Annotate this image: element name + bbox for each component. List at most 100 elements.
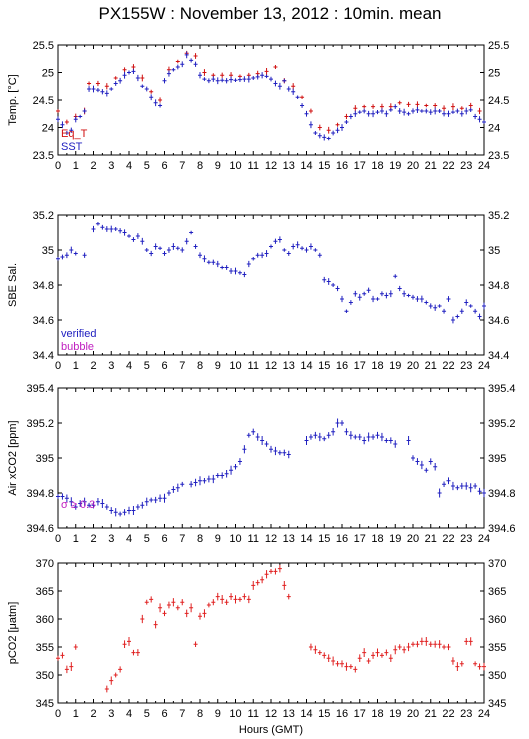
data-point [56, 256, 60, 261]
data-point [175, 246, 180, 251]
data-point [171, 67, 176, 72]
data-point [140, 614, 145, 624]
data-point [331, 130, 336, 136]
data-point [415, 641, 420, 648]
data-point [104, 226, 109, 232]
data-point [109, 225, 114, 233]
data-point [189, 230, 194, 235]
data-point [277, 564, 282, 573]
data-point [473, 483, 478, 489]
data-point [171, 486, 176, 493]
x-tick-label: 12 [265, 360, 277, 372]
plot-frame-2 [57, 214, 485, 356]
data-point [273, 238, 278, 244]
data-point [406, 436, 411, 445]
y-tick-label-right: 360 [488, 614, 506, 626]
data-point [326, 432, 331, 439]
data-point [73, 644, 78, 650]
data-point [388, 654, 393, 662]
y-axis-label-3: Air xCO2 [ppm] [7, 420, 19, 495]
data-point [135, 233, 140, 239]
data-point [140, 74, 145, 82]
x-tick-label: 4 [126, 533, 132, 545]
legend-item: verified [61, 328, 96, 340]
y-tick-label-right: 25 [488, 68, 500, 80]
data-point [375, 110, 380, 115]
data-point [104, 83, 109, 90]
data-point [162, 78, 167, 84]
y-tick-label-right: 355 [488, 642, 506, 654]
data-point [371, 110, 376, 118]
data-point [308, 121, 313, 129]
data-point [127, 70, 131, 75]
data-point [450, 657, 455, 665]
data-point [246, 75, 251, 83]
data-point [282, 580, 287, 590]
data-point [450, 103, 455, 110]
data-point [459, 308, 464, 314]
data-point [437, 304, 442, 308]
data-point [220, 72, 225, 78]
data-point [251, 428, 256, 435]
data-point [428, 458, 433, 465]
data-point [269, 569, 273, 574]
data-point [428, 641, 433, 647]
data-point [215, 77, 220, 85]
data-point [193, 61, 198, 67]
y-tick-label-left: 24 [42, 123, 54, 135]
x-tick-label: 7 [179, 360, 185, 372]
data-point [118, 77, 123, 84]
data-point [144, 497, 149, 506]
data-point [433, 103, 438, 108]
data-point [433, 462, 438, 471]
data-point [313, 431, 318, 439]
y-tick-label-left: 395.2 [26, 418, 54, 430]
data-point [60, 121, 65, 129]
series-verified [56, 221, 486, 324]
x-tick-label: 1 [73, 708, 79, 720]
x-tick-label: 14 [300, 708, 312, 720]
data-point [424, 108, 429, 114]
data-point [459, 110, 464, 117]
data-point [166, 70, 171, 77]
data-point [379, 653, 384, 658]
data-point [260, 576, 265, 584]
legend-item: Eq_T [61, 128, 88, 140]
data-point [135, 504, 140, 510]
data-point [206, 260, 211, 265]
data-point [73, 504, 78, 510]
series-eq-t [56, 50, 482, 134]
data-point [340, 420, 344, 426]
data-point [255, 74, 260, 80]
data-point [419, 109, 424, 113]
y-tick-label-right: 34.8 [488, 280, 509, 292]
data-point [353, 110, 358, 117]
y-tick-label-right: 23.5 [488, 150, 509, 162]
data-point [175, 59, 180, 64]
y-tick-label-right: 350 [488, 670, 506, 682]
data-point [193, 244, 198, 249]
data-point [175, 483, 180, 492]
data-point [189, 481, 194, 488]
y-tick-label-right: 394.6 [488, 523, 516, 535]
data-point [468, 304, 473, 308]
data-point [308, 434, 313, 440]
data-point [313, 130, 318, 136]
data-point [237, 270, 242, 275]
data-point [317, 432, 322, 442]
x-tick-label: 6 [161, 708, 167, 720]
data-point [73, 251, 78, 256]
x-axis-label: Hours (GMT) [239, 724, 303, 736]
data-point [162, 610, 167, 617]
data-point [433, 107, 438, 115]
data-point [424, 636, 429, 646]
data-point [393, 440, 398, 448]
x-tick-label: 3 [108, 708, 114, 720]
data-point [424, 103, 429, 108]
data-point [104, 685, 109, 693]
x-tick-label: 2 [90, 160, 96, 172]
data-point [317, 124, 322, 131]
data-point [242, 445, 247, 454]
data-point [242, 593, 247, 600]
y-axis-label-4: pCO2 [μatm] [7, 602, 19, 665]
